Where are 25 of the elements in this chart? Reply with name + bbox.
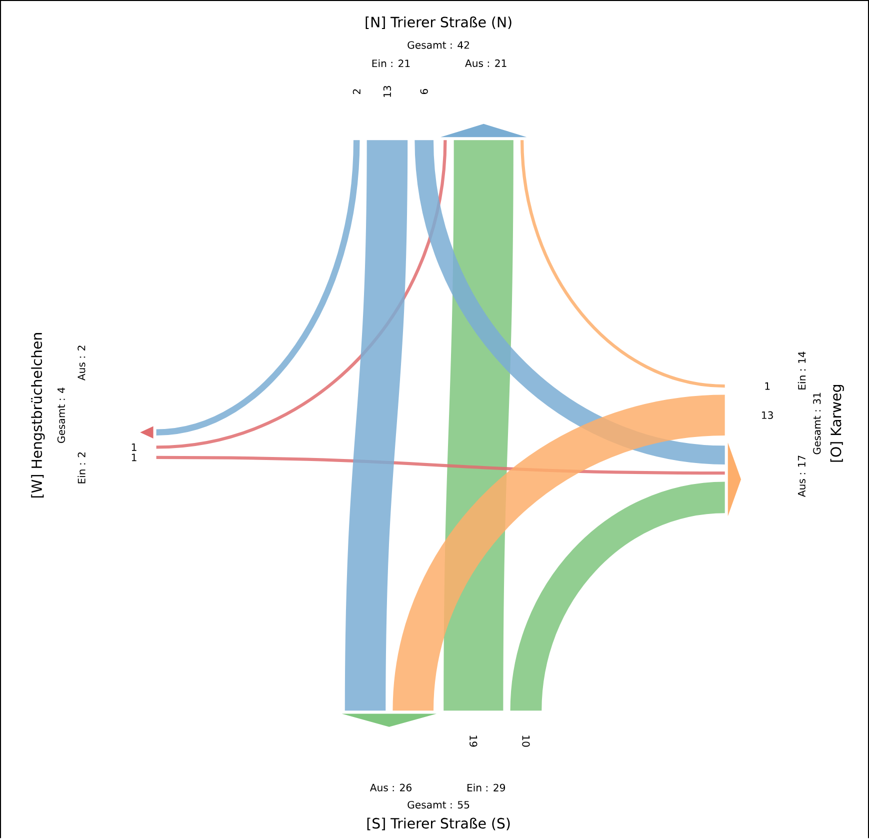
data-label: 13	[762, 411, 773, 420]
text: Aus : 21	[465, 60, 506, 68]
category-label: [O] Karweg	[830, 385, 844, 462]
category-label: [S] Trierer Straße (S)	[367, 818, 510, 830]
data-label: 1	[765, 382, 770, 390]
text: Aus : 2	[78, 346, 86, 381]
data-label: 6	[420, 89, 428, 94]
text: Aus : 17	[798, 456, 806, 498]
text: Gesamt : 31	[813, 393, 821, 454]
data-label: 1	[132, 454, 136, 462]
text: Gesamt : 42	[408, 41, 469, 49]
text: Aus : 26	[370, 784, 412, 792]
text: Ein : 29	[467, 784, 506, 792]
text: Ein : 2	[78, 452, 86, 484]
text: Gesamt : 55	[408, 801, 470, 809]
text: Gesamt : 4	[57, 388, 66, 444]
category-label: [W] Hengstbrüchelchen	[31, 333, 45, 498]
data-label: 2	[352, 90, 360, 94]
text: Ein : 14	[798, 352, 806, 390]
data-label: 10	[522, 736, 530, 747]
category-label: [N] Trierer Straße (N)	[366, 16, 512, 30]
data-label: 13	[383, 86, 392, 98]
data-label: 1	[132, 444, 136, 452]
text: Ein : 21	[372, 60, 410, 68]
data-label: 19	[470, 736, 478, 747]
